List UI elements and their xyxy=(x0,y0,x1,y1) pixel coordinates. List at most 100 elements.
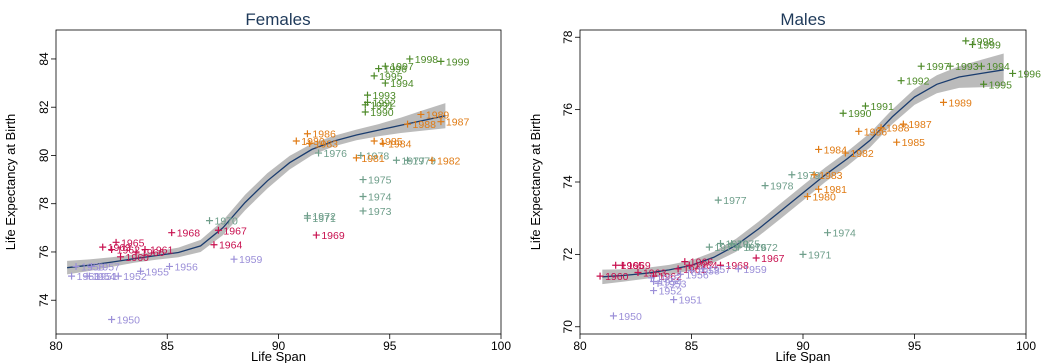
data-point xyxy=(392,156,400,164)
data-point xyxy=(962,37,970,45)
data-label: 1971 xyxy=(312,213,336,225)
data-label: 1979 xyxy=(413,155,437,167)
data-point xyxy=(685,261,693,269)
data-label: 1982 xyxy=(437,155,461,167)
data-point xyxy=(946,62,954,70)
data-point xyxy=(897,77,905,85)
data-label: 1979 xyxy=(797,170,821,182)
data-point xyxy=(437,57,445,65)
data-point xyxy=(168,229,176,237)
data-point xyxy=(728,240,736,248)
data-point xyxy=(745,243,753,251)
data-point xyxy=(315,149,323,157)
data-point xyxy=(634,268,642,276)
data-label: 1982 xyxy=(850,148,874,160)
data-point xyxy=(815,185,823,193)
data-point xyxy=(214,226,222,234)
data-point xyxy=(815,145,823,153)
y-tick-label: 76 xyxy=(561,103,575,117)
data-label: 1974 xyxy=(833,228,857,240)
data-point xyxy=(618,261,626,269)
data-label: 1995 xyxy=(379,71,403,83)
data-point xyxy=(359,192,367,200)
data-label: 1984 xyxy=(824,144,848,156)
data-label: 1953 xyxy=(77,271,101,283)
data-label: 1952 xyxy=(123,271,147,283)
data-label: 1996 xyxy=(384,64,408,76)
data-point xyxy=(917,62,925,70)
x-tick-label: 85 xyxy=(161,339,175,353)
data-point xyxy=(824,229,832,237)
data-label: 1963 xyxy=(643,267,667,279)
plot-frame xyxy=(55,29,502,335)
data-label: 1980 xyxy=(812,191,836,203)
data-label: 1991 xyxy=(370,100,394,112)
data-point xyxy=(292,137,300,145)
data-point xyxy=(312,231,320,239)
x-tick-label: 95 xyxy=(383,339,397,353)
x-tick-label: 95 xyxy=(908,339,922,353)
data-label: 1951 xyxy=(94,271,118,283)
data-point xyxy=(681,258,689,266)
data-label: 1968 xyxy=(725,260,749,272)
data-point xyxy=(370,72,378,80)
data-label: 1989 xyxy=(426,109,450,121)
data-point xyxy=(370,137,378,145)
data-point xyxy=(968,40,976,48)
data-label: 1987 xyxy=(908,119,932,131)
data-label: 1973 xyxy=(368,206,392,218)
data-label: 1984 xyxy=(388,138,412,150)
data-label: 1952 xyxy=(659,286,683,298)
data-point xyxy=(132,248,140,256)
data-point xyxy=(734,265,742,273)
data-label: 1996 xyxy=(1018,68,1042,80)
data-point xyxy=(839,109,847,117)
data-label: 1980 xyxy=(301,136,325,148)
data-label: 1969 xyxy=(321,230,345,242)
data-point xyxy=(612,261,620,269)
data-point xyxy=(609,312,617,320)
data-label: 1957 xyxy=(708,264,732,276)
data-label: 1991 xyxy=(870,101,894,113)
data-point xyxy=(352,154,360,162)
data-point xyxy=(210,241,218,249)
data-label: 1966 xyxy=(141,247,165,259)
data-label: 1974 xyxy=(368,191,392,203)
data-label: 1981 xyxy=(361,153,385,165)
data-point xyxy=(114,272,122,280)
data-point xyxy=(357,151,365,159)
x-tick-label: 90 xyxy=(272,339,286,353)
data-label: 1994 xyxy=(390,78,414,90)
data-point xyxy=(705,243,713,251)
data-label: 1998 xyxy=(415,54,439,66)
data-point xyxy=(788,171,796,179)
data-point xyxy=(206,217,214,225)
data-label: 1978 xyxy=(770,181,794,193)
data-label: 1965 xyxy=(121,237,145,249)
data-label: 1967 xyxy=(223,225,247,237)
data-label: 1967 xyxy=(761,253,785,265)
data-point xyxy=(99,243,107,251)
data-point xyxy=(650,278,658,286)
y-tick-label: 74 xyxy=(561,175,575,189)
y-tick-label: 74 xyxy=(37,293,51,307)
data-point xyxy=(88,262,96,270)
data-label: 1957 xyxy=(97,261,121,273)
data-point xyxy=(417,110,425,118)
data-point xyxy=(674,265,682,273)
data-point xyxy=(688,267,695,275)
data-point xyxy=(861,102,869,110)
data-point xyxy=(406,55,414,63)
y-tick-label: 78 xyxy=(561,30,575,44)
data-label: 1997 xyxy=(926,61,950,73)
data-point xyxy=(761,182,769,190)
data-point xyxy=(877,124,885,132)
data-point xyxy=(650,287,658,295)
data-point xyxy=(899,120,907,128)
data-point xyxy=(841,149,849,157)
data-label: 1997 xyxy=(390,61,414,73)
data-point xyxy=(647,274,655,282)
